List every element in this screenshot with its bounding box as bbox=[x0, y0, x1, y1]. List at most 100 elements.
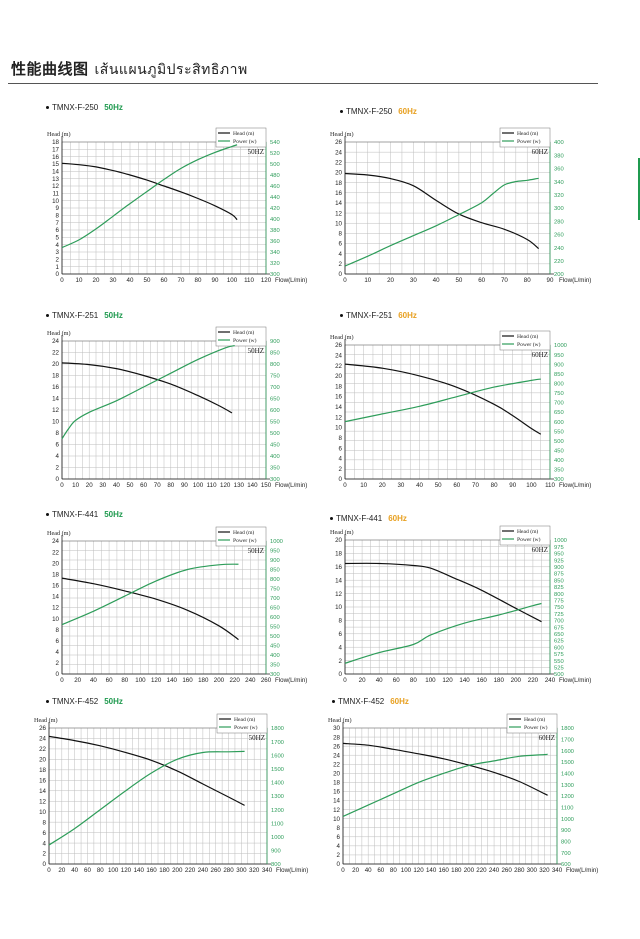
chart-model: TMNX-F-452 bbox=[338, 697, 385, 706]
y2-tick-label: 1200 bbox=[271, 808, 284, 814]
x-tick-label: 100 bbox=[135, 677, 146, 684]
y-tick-label: 4 bbox=[339, 644, 343, 651]
y2-tick-label: 1400 bbox=[271, 781, 284, 787]
chart-model: TMNX-F-251 bbox=[346, 311, 393, 320]
y-tick-label: 26 bbox=[335, 342, 342, 349]
y-tick-label: 8 bbox=[339, 231, 343, 238]
y-tick-label: 24 bbox=[333, 752, 340, 759]
y2-tick-label: 1000 bbox=[561, 817, 574, 823]
frequency-label: 50HZ bbox=[249, 734, 265, 742]
y-tick-label: 18 bbox=[335, 551, 342, 558]
y2-tick-label: 520 bbox=[270, 151, 280, 157]
y2-tick-label: 775 bbox=[554, 599, 564, 605]
y2-tick-label: 600 bbox=[554, 645, 564, 651]
y-axis-label: Head (m) bbox=[47, 131, 71, 138]
y2-tick-label: 500 bbox=[270, 162, 280, 168]
y2-tick-label: 300 bbox=[270, 477, 280, 483]
y-tick-label: 8 bbox=[43, 819, 47, 826]
y2-tick-label: 300 bbox=[554, 477, 564, 483]
head-curve bbox=[61, 577, 239, 641]
y-tick-label: 6 bbox=[339, 631, 343, 638]
x-tick-label: 140 bbox=[247, 482, 258, 489]
x-tick-label: 180 bbox=[198, 677, 209, 684]
x-tick-label: 220 bbox=[185, 867, 196, 874]
y-axis-label: Head (m) bbox=[330, 334, 354, 341]
x-tick-label: 20 bbox=[379, 482, 386, 489]
x-tick-label: 60 bbox=[161, 277, 168, 284]
x-tick-label: 90 bbox=[181, 482, 188, 489]
legend-power-label: Power (w) bbox=[233, 337, 257, 344]
y-tick-label: 2 bbox=[339, 261, 343, 268]
y2-tick-label: 200 bbox=[554, 272, 564, 278]
y-tick-label: 14 bbox=[335, 404, 342, 411]
y-axis-label: Head (m) bbox=[47, 330, 71, 337]
y2-tick-label: 900 bbox=[554, 565, 564, 571]
y2-tick-label: 1000 bbox=[554, 538, 567, 544]
y-tick-label: 6 bbox=[337, 834, 341, 841]
y2-tick-label: 875 bbox=[554, 572, 564, 578]
x-tick-label: 40 bbox=[416, 482, 423, 489]
power-curve bbox=[61, 144, 238, 249]
y-tick-label: 26 bbox=[39, 725, 46, 732]
legend-power-label: Power (w) bbox=[517, 341, 541, 348]
chart-model: TMNX-F-250 bbox=[346, 107, 393, 116]
legend: Head (m)Power (w) bbox=[499, 330, 551, 351]
y-tick-label: 2 bbox=[56, 257, 60, 264]
x-tick-label: 240 bbox=[198, 867, 209, 874]
y2-tick-label: 600 bbox=[554, 420, 564, 426]
x-tick-label: 100 bbox=[526, 482, 537, 489]
x-tick-label: 0 bbox=[343, 677, 347, 684]
chart-model: TMNX-F-251 bbox=[52, 311, 99, 320]
bullet-icon bbox=[46, 700, 49, 704]
x-tick-label: 240 bbox=[245, 677, 256, 684]
x-axis-label: Flow(L/min) bbox=[275, 677, 307, 684]
y2-tick-label: 350 bbox=[270, 663, 280, 669]
x-tick-label: 300 bbox=[236, 867, 247, 874]
y-tick-label: 22 bbox=[52, 350, 59, 357]
y2-tick-label: 650 bbox=[554, 632, 564, 638]
y2-tick-label: 400 bbox=[554, 140, 564, 146]
y2-tick-label: 900 bbox=[554, 362, 564, 368]
x-tick-label: 50 bbox=[435, 482, 442, 489]
title-divider bbox=[8, 83, 598, 84]
y2-tick-label: 1000 bbox=[271, 835, 284, 841]
chart-title: TMNX-F-251 50Hz bbox=[46, 311, 123, 320]
y2-tick-label: 675 bbox=[554, 625, 564, 631]
x-tick-label: 40 bbox=[113, 482, 120, 489]
frequency-label: 60HZ bbox=[532, 546, 548, 554]
y-tick-label: 5 bbox=[56, 235, 60, 242]
y-tick-label: 2 bbox=[339, 466, 343, 473]
x-tick-label: 40 bbox=[433, 277, 440, 284]
x-tick-label: 20 bbox=[387, 277, 394, 284]
frequency-label: 60HZ bbox=[532, 148, 548, 156]
y2-tick-label: 1500 bbox=[561, 760, 574, 766]
y2-tick-label: 280 bbox=[554, 219, 564, 225]
x-tick-label: 100 bbox=[227, 277, 238, 284]
y2-tick-label: 650 bbox=[270, 397, 280, 403]
y-tick-label: 6 bbox=[56, 638, 60, 645]
y2-tick-label: 300 bbox=[270, 672, 280, 678]
chart-model: TMNX-F-441 bbox=[336, 514, 383, 523]
y-tick-label: 10 bbox=[335, 425, 342, 432]
y-tick-label: 2 bbox=[337, 852, 341, 859]
chart-title: TMNX-F-441 60Hz bbox=[330, 514, 407, 523]
x-tick-label: 160 bbox=[182, 677, 193, 684]
y2-tick-label: 700 bbox=[554, 619, 564, 625]
y-tick-label: 0 bbox=[56, 271, 60, 278]
x-tick-label: 200 bbox=[511, 677, 522, 684]
y2-tick-label: 360 bbox=[270, 239, 280, 245]
y2-tick-label: 1800 bbox=[561, 726, 574, 732]
x-tick-label: 60 bbox=[377, 867, 384, 874]
y-tick-label: 16 bbox=[39, 778, 46, 785]
frequency-label: 50HZ bbox=[248, 347, 264, 355]
y2-tick-label: 950 bbox=[554, 353, 564, 359]
x-tick-label: 180 bbox=[451, 867, 462, 874]
legend-power-label: Power (w) bbox=[234, 724, 258, 731]
x-tick-label: 80 bbox=[195, 277, 202, 284]
y2-tick-label: 400 bbox=[270, 217, 280, 223]
